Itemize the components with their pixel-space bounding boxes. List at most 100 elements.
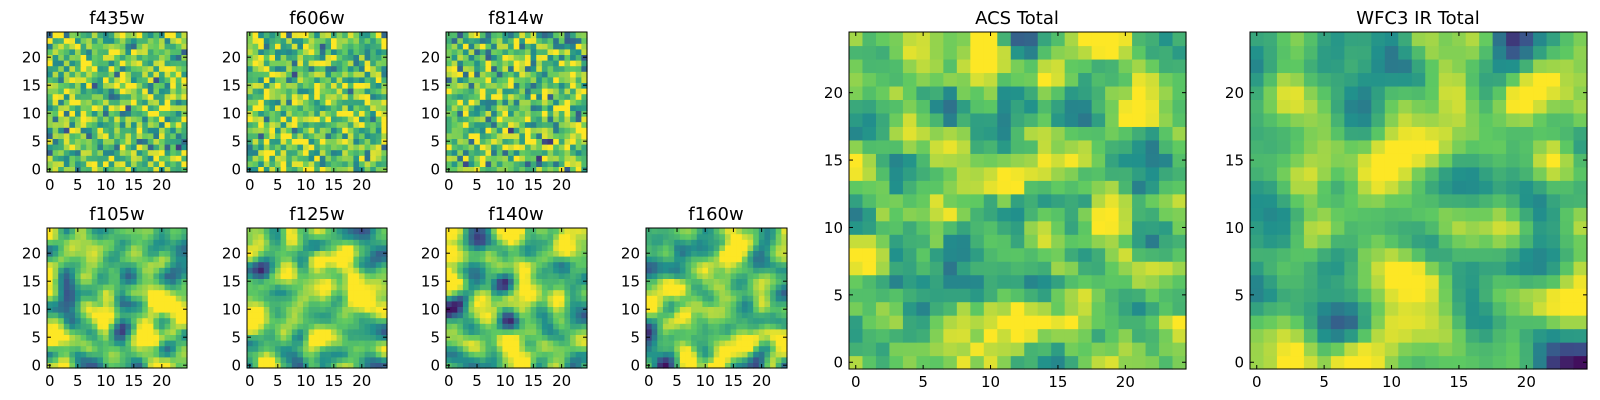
heatmap-cell [364, 104, 371, 111]
heatmap-cell [983, 342, 998, 357]
heatmap-cell [58, 121, 65, 128]
heatmap-cell [1064, 247, 1079, 262]
heatmap-cell [347, 306, 354, 313]
heatmap-cell [319, 356, 326, 363]
heatmap-cell [359, 278, 366, 285]
heatmap-cell [108, 37, 115, 44]
heatmap-cell [336, 54, 343, 61]
heatmap-cell [142, 65, 149, 72]
heatmap-cell [69, 267, 76, 274]
heatmap-cell [275, 60, 282, 67]
heatmap-cell [1118, 234, 1133, 249]
heatmap-cell [657, 306, 664, 313]
heatmap-cell [125, 121, 132, 128]
heatmap-cell [730, 345, 737, 352]
heatmap-cell [314, 132, 321, 139]
heatmap-cell [775, 250, 782, 257]
y-tick-label: 20 [22, 49, 41, 67]
heatmap-cell [347, 76, 354, 83]
heatmap-cell [125, 345, 132, 352]
heatmap-cell [63, 261, 70, 268]
heatmap-cell [125, 76, 132, 83]
heatmap-cell [747, 356, 754, 363]
heatmap-cell [1159, 247, 1174, 262]
heatmap-cell [468, 272, 475, 279]
heatmap-cell [353, 71, 360, 78]
heatmap-cell [775, 334, 782, 341]
heatmap-cell [541, 284, 549, 291]
heatmap-cell [153, 48, 160, 55]
heatmap-cell [564, 116, 571, 123]
heatmap-cell [303, 127, 310, 134]
heatmap-cell [508, 256, 515, 263]
heatmap-cell [269, 362, 276, 369]
heatmap-cell [280, 312, 287, 319]
heatmap-cell [291, 244, 298, 251]
heatmap-cell [159, 144, 166, 151]
heatmap-cell [359, 233, 366, 240]
heatmap-cell [536, 300, 543, 307]
heatmap-cell [164, 76, 171, 83]
heatmap-cell [319, 43, 326, 50]
heatmap-cell [370, 267, 377, 274]
heatmap-cell [159, 104, 166, 111]
heatmap-cell [581, 88, 588, 95]
heatmap-cell [929, 247, 944, 262]
heatmap-cell [581, 149, 588, 156]
heatmap-cell [696, 267, 703, 274]
heatmap-cell [451, 76, 458, 83]
heatmap-cell [575, 272, 582, 279]
heatmap-cell [491, 144, 498, 151]
heatmap-cell [75, 48, 82, 55]
heatmap-cell [553, 48, 560, 55]
heatmap-cell [336, 60, 343, 67]
heatmap-cell [541, 43, 549, 50]
heatmap-cell [170, 76, 177, 83]
heatmap-cell [52, 32, 59, 39]
heatmap-cell [331, 60, 338, 67]
heatmap-cell [564, 244, 571, 251]
heatmap-cell [370, 345, 377, 352]
heatmap-cell [575, 261, 582, 268]
heatmap-cell [375, 278, 382, 285]
heatmap-cell [314, 60, 321, 67]
heatmap-cell [75, 351, 82, 358]
heatmap-cell [485, 278, 492, 285]
heatmap-cell [508, 132, 515, 139]
heatmap-cell [570, 88, 577, 95]
heatmap-cell [564, 295, 571, 302]
heatmap-cell [314, 99, 321, 106]
heatmap-cell [553, 295, 560, 302]
heatmap-cell [336, 121, 343, 128]
heatmap-cell [485, 65, 492, 72]
heatmap-cell [275, 88, 282, 95]
heatmap-cell [519, 228, 526, 235]
heatmap-cell [575, 362, 582, 369]
heatmap-cell [474, 110, 481, 117]
heatmap-cell [136, 37, 143, 44]
heatmap-cell [58, 250, 65, 257]
heatmap-cell [86, 334, 93, 341]
heatmap-cell [314, 228, 321, 235]
heatmap-cell [164, 334, 171, 341]
heatmap-cell [479, 127, 487, 134]
heatmap-cell [849, 247, 864, 262]
heatmap-cell [159, 54, 166, 61]
heatmap-cell [753, 328, 760, 335]
heatmap-cell [581, 121, 588, 128]
heatmap-cell [1051, 207, 1066, 222]
heatmap-cell [131, 334, 138, 341]
heatmap-cell [280, 160, 287, 167]
heatmap-cell [496, 65, 503, 72]
heatmap-cell [657, 351, 664, 358]
heatmap-cell [342, 250, 349, 257]
heatmap-cell [314, 295, 321, 302]
heatmap-cell [175, 60, 182, 67]
heatmap-cell [581, 43, 588, 50]
heatmap-cell [462, 233, 470, 240]
heatmap-cell [524, 284, 532, 291]
heatmap-cell [451, 334, 458, 341]
heatmap-cell [496, 71, 503, 78]
heatmap-cell [747, 267, 754, 274]
heatmap-cell [902, 355, 917, 370]
